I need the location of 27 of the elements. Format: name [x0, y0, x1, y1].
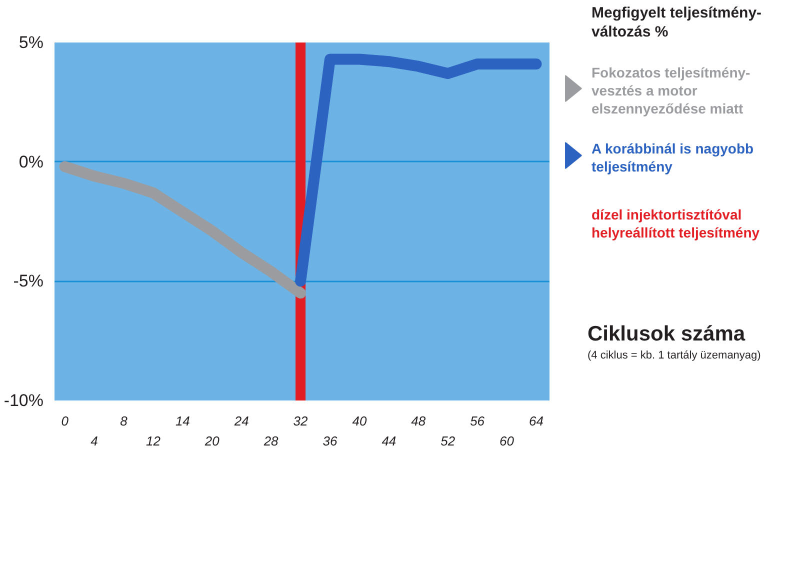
x-tick-label: 40 — [352, 414, 368, 428]
y-tick-label: -5% — [13, 272, 44, 291]
x-tick-label: 60 — [500, 434, 515, 448]
x-tick-label: 36 — [322, 434, 338, 448]
x-tick-label: 4 — [90, 434, 98, 448]
x-tick-label: 28 — [262, 434, 280, 448]
x-tick-label: 0 — [61, 414, 70, 428]
y-tick-label: 5% — [18, 33, 44, 52]
text: (4 ciklus = kb. 1 tartály üzemanyag) — [588, 350, 761, 362]
x-tick-label: 56 — [470, 414, 486, 428]
x-tick-label: 32 — [293, 414, 309, 428]
x-tick-label: 48 — [411, 414, 426, 428]
y-tick-label: -10% — [4, 391, 44, 410]
legend-label: A korábbinál is nagyobb teljesítmény — [592, 140, 754, 174]
legend-label: Fokozatos teljesítmény-vesztés a motor elszennyeződése miatt — [592, 64, 751, 116]
x-tick-label: 24 — [233, 414, 249, 428]
y-tick-label: 0% — [18, 152, 44, 172]
ref-line-label: dízel injektortisztítóval helyreállított teljesítmény — [592, 206, 760, 240]
x-tick-label: 14 — [175, 414, 190, 428]
x-tick-label: 52 — [440, 434, 456, 448]
x-tick-label: 8 — [120, 414, 128, 428]
x-tick-label: 12 — [146, 434, 162, 448]
x-axis-title: Ciklusok száma — [588, 322, 746, 346]
x-tick-label: 20 — [204, 434, 220, 448]
x-tick-label: 44 — [382, 434, 396, 448]
x-tick-label: 64 — [529, 414, 544, 428]
text: Megfigyelt teljesítmény-változás % — [592, 4, 762, 40]
